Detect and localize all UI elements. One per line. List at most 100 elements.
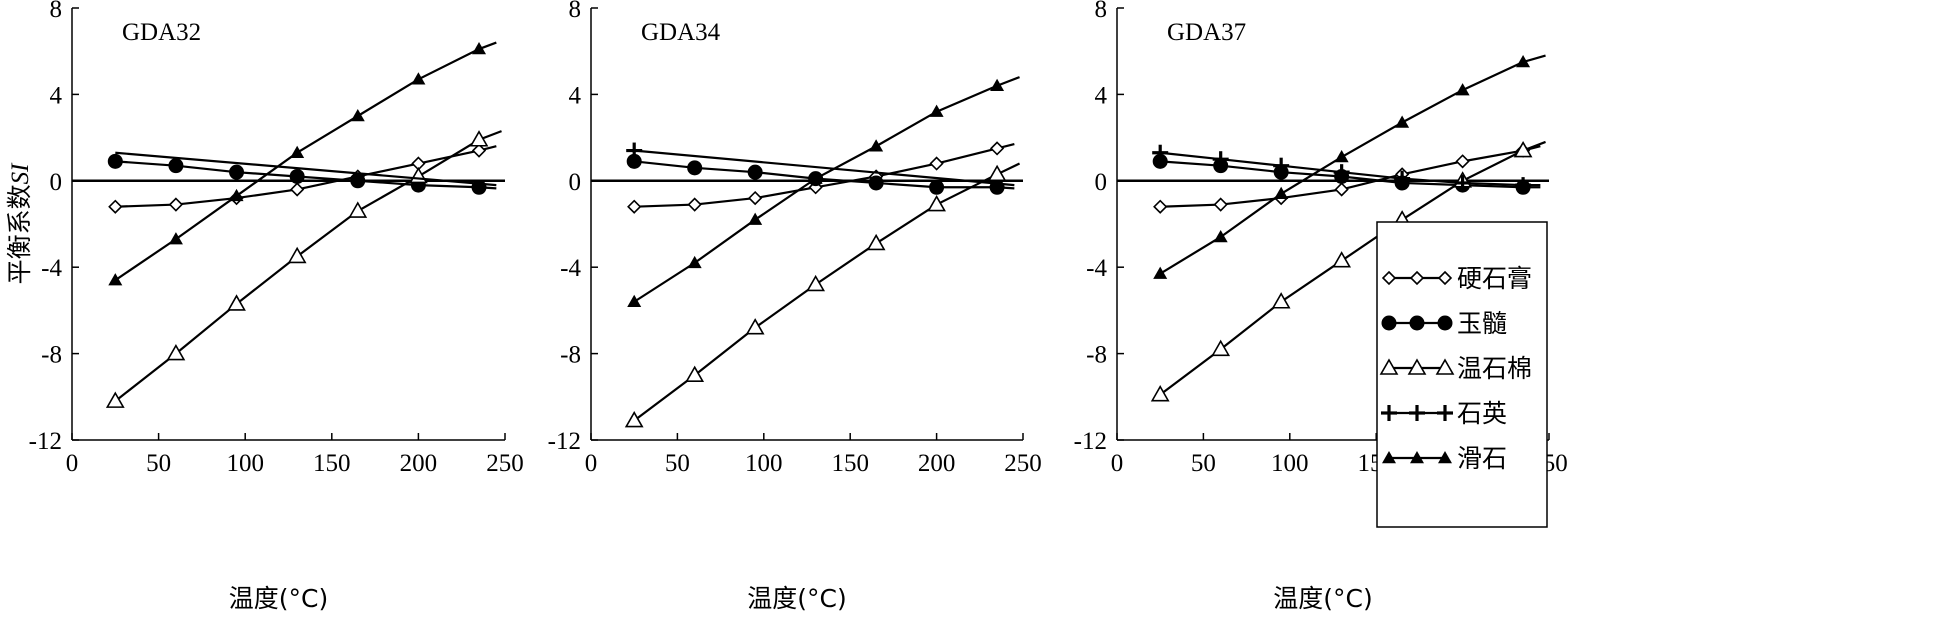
data-point bbox=[1153, 266, 1168, 279]
series-line bbox=[633, 76, 1020, 303]
data-point bbox=[1455, 83, 1470, 96]
data-point bbox=[350, 173, 366, 189]
data-point bbox=[471, 143, 487, 158]
y-tick-label: -12 bbox=[29, 428, 62, 455]
legend-marker bbox=[1437, 315, 1453, 331]
legend-marker bbox=[1381, 270, 1397, 286]
x-tick-label: 0 bbox=[66, 450, 79, 477]
data-point bbox=[1455, 154, 1470, 169]
data-point bbox=[1150, 385, 1170, 402]
y-tick-label: -12 bbox=[1074, 428, 1107, 455]
data-point bbox=[229, 164, 245, 180]
y-tick-label: 4 bbox=[50, 82, 63, 109]
series-line bbox=[1159, 140, 1546, 396]
data-point bbox=[1333, 164, 1350, 181]
legend-entry: 玉髓 bbox=[1381, 309, 1507, 338]
panel-title: GDA32 bbox=[122, 19, 201, 46]
series-滑石 bbox=[108, 41, 497, 286]
y-tick-label: 8 bbox=[569, 0, 582, 23]
y-tick-label: 0 bbox=[1095, 169, 1108, 196]
data-point bbox=[229, 188, 244, 202]
chart-panels: 840-4-8-120 50 100 150 200 250GDA32温度(°C)840-… bbox=[29, 0, 1568, 613]
data-point bbox=[1213, 229, 1228, 243]
data-point bbox=[808, 171, 823, 184]
y-tick-label: -8 bbox=[560, 342, 581, 369]
legend-entry: 滑石 bbox=[1382, 444, 1507, 473]
data-point bbox=[929, 156, 944, 171]
y-tick-label: 4 bbox=[1095, 82, 1108, 109]
y-tick-label: 4 bbox=[569, 82, 582, 109]
y-tick-label: 8 bbox=[50, 0, 63, 23]
data-point bbox=[1334, 182, 1349, 197]
series-line bbox=[634, 149, 1015, 187]
y-axis-title-symbol: SI bbox=[7, 162, 34, 185]
data-point bbox=[929, 179, 945, 195]
series-line bbox=[1160, 145, 1541, 208]
x-tick-label: 50 bbox=[1191, 450, 1216, 477]
data-point bbox=[990, 78, 1005, 92]
series-line bbox=[114, 41, 497, 282]
legend-entry: 石英 bbox=[1381, 399, 1507, 428]
data-point bbox=[866, 233, 886, 251]
legend-entry: 温石棉 bbox=[1379, 354, 1532, 383]
data-point bbox=[1152, 144, 1169, 161]
data-point bbox=[1454, 174, 1471, 191]
data-point bbox=[748, 190, 763, 206]
legend-label: 硬石膏 bbox=[1457, 264, 1532, 293]
data-point bbox=[624, 410, 644, 428]
x-tick-label: 250 bbox=[486, 450, 524, 477]
series-line bbox=[1160, 160, 1541, 189]
data-point bbox=[108, 199, 123, 214]
data-point bbox=[287, 246, 307, 264]
data-point bbox=[168, 197, 184, 212]
data-point bbox=[989, 141, 1005, 156]
legend-label: 温石棉 bbox=[1457, 354, 1532, 383]
data-point bbox=[987, 164, 1007, 182]
data-point bbox=[687, 255, 702, 269]
x-tick-label: 100 bbox=[226, 450, 264, 477]
data-point bbox=[1273, 157, 1290, 174]
x-tick-label: 50 bbox=[146, 450, 171, 477]
legend-entry: 硬石膏 bbox=[1381, 264, 1532, 293]
data-point bbox=[1515, 177, 1532, 194]
data-point bbox=[1332, 251, 1352, 268]
data-point bbox=[685, 365, 705, 383]
data-point bbox=[687, 197, 702, 212]
data-point bbox=[289, 168, 305, 184]
legend-marker bbox=[1435, 358, 1455, 375]
data-point bbox=[105, 391, 125, 408]
series-line bbox=[633, 162, 1021, 422]
legend-marker bbox=[1382, 451, 1396, 464]
data-point bbox=[627, 199, 642, 214]
x-tick-label: 200 bbox=[400, 450, 438, 477]
legend-box bbox=[1376, 221, 1548, 528]
data-point bbox=[1213, 197, 1228, 212]
x-tick-label: 200 bbox=[918, 450, 956, 477]
data-point bbox=[290, 145, 305, 158]
legend-marker bbox=[1438, 451, 1452, 464]
y-tick-label: -4 bbox=[41, 255, 62, 282]
data-point bbox=[687, 160, 703, 176]
data-point bbox=[1212, 151, 1229, 168]
series-line bbox=[1160, 151, 1541, 187]
series-line bbox=[115, 160, 497, 190]
y-axis-title-text: 平衡系数 bbox=[5, 184, 34, 284]
legend-marker bbox=[1379, 358, 1399, 375]
y-tick-label: -4 bbox=[560, 255, 581, 282]
series-滑石 bbox=[1153, 54, 1546, 279]
legend-marker bbox=[1407, 358, 1427, 375]
y-tick-label: 8 bbox=[1095, 0, 1108, 23]
data-point bbox=[869, 139, 884, 152]
series-石英 bbox=[1152, 144, 1541, 194]
data-point bbox=[1271, 292, 1291, 309]
legend-marker bbox=[1437, 270, 1453, 286]
data-point bbox=[626, 153, 642, 169]
legend-marker bbox=[1409, 270, 1425, 286]
series-石英 bbox=[626, 142, 1015, 187]
data-point bbox=[107, 153, 123, 169]
data-point bbox=[868, 175, 884, 191]
legend-label: 石英 bbox=[1457, 399, 1507, 428]
